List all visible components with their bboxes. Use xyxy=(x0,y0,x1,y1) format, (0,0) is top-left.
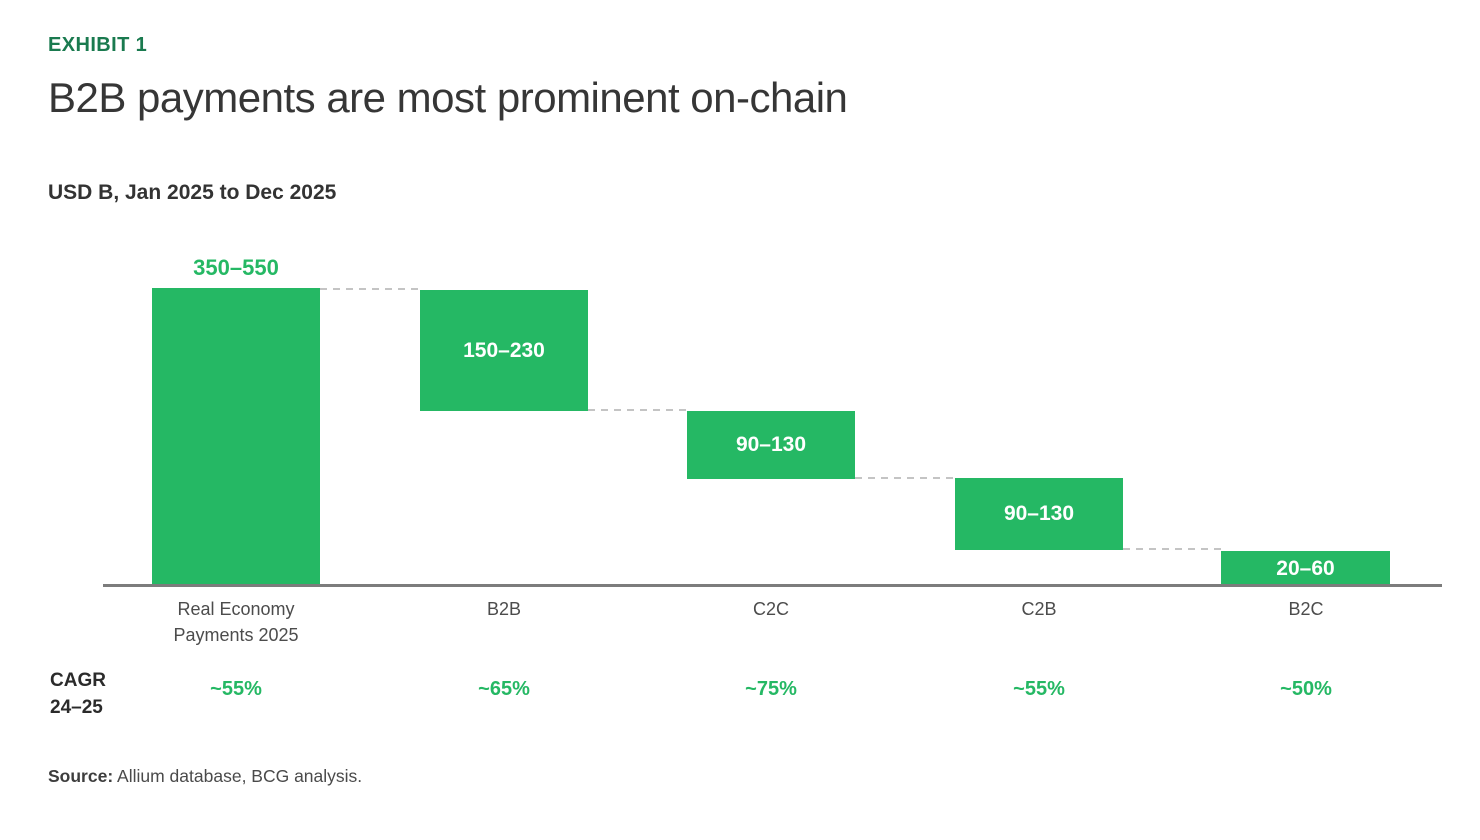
bar-c2b: 90–130 xyxy=(955,478,1123,550)
cagr-value-b2c: ~50% xyxy=(1280,678,1332,700)
cagr-value-b2b: ~65% xyxy=(478,678,530,700)
category-label-real-economy: Real Economy Payments 2025 xyxy=(173,599,299,646)
category-label-c2b: C2B xyxy=(1021,599,1057,619)
cagr-value-c2b: ~55% xyxy=(1013,678,1065,700)
source-label: Source: xyxy=(48,766,114,786)
source-text: Allium database, BCG analysis. xyxy=(113,766,363,786)
cagr-value-c2c: ~75% xyxy=(745,678,797,700)
bar-value-label-c2c: 90–130 xyxy=(735,433,807,456)
bar-value-label-b2b: 150–230 xyxy=(463,338,545,362)
source-note: Source: Allium database, BCG analysis. xyxy=(48,766,362,787)
cagr-row-label: CAGR 24–25 xyxy=(50,670,106,718)
connector-line-3 xyxy=(855,477,955,479)
cagr-value-real-economy: ~55% xyxy=(210,678,262,700)
connector-line-2 xyxy=(588,409,687,411)
category-label-b2c: B2C xyxy=(1288,599,1324,619)
bar-value-label-b2c: 20–60 xyxy=(1276,556,1335,580)
connector-line-1 xyxy=(320,288,420,290)
bar-b2b: 150–230 xyxy=(420,290,588,411)
bar-b2c: 20–60 xyxy=(1221,551,1390,586)
connector-line-4 xyxy=(1123,548,1221,550)
category-label-c2c: C2C xyxy=(752,599,789,619)
category-label-b2b: B2B xyxy=(486,599,522,619)
exhibit-label: EXHIBIT 1 xyxy=(48,34,148,56)
x-axis-line xyxy=(103,584,1442,587)
bar-real-economy-payments xyxy=(152,288,320,586)
page-title: B2B payments are most prominent on-chain xyxy=(48,74,848,121)
chart-subtitle: USD B, Jan 2025 to Dec 2025 xyxy=(48,181,337,204)
bar-c2c: 90–130 xyxy=(687,411,855,479)
bar-value-label-c2b: 90–130 xyxy=(1003,502,1075,525)
bar-value-label-real-economy: 350–550 xyxy=(193,255,279,280)
